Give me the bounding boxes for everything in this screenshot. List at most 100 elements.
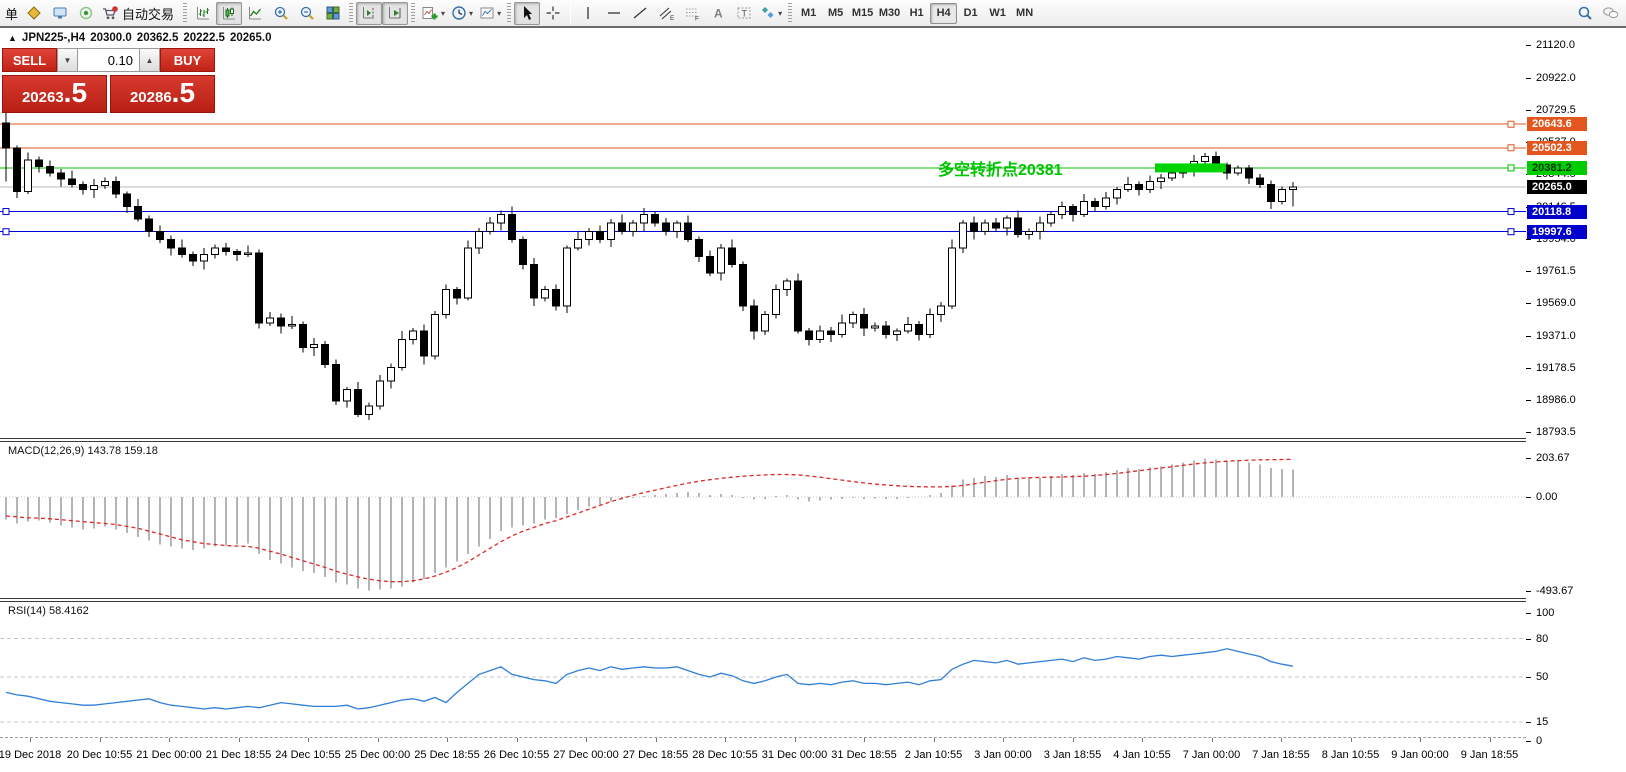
toolbar-grip[interactable] (507, 3, 512, 23)
tile-windows-button[interactable] (320, 2, 346, 25)
time-axis[interactable]: 19 Dec 2018 20 Dec 10:55 21 Dec 00:00 21 De… (0, 737, 1526, 772)
rsi-canvas[interactable] (0, 602, 1526, 737)
time-tick-label: 2 Jan 10:55 (904, 749, 963, 761)
rsi-tick-label: 0 (1536, 735, 1543, 747)
period-button[interactable]: ▾ (448, 2, 476, 25)
volume-down-button[interactable]: ▼ (57, 48, 78, 72)
gold-diamond-icon (27, 6, 41, 20)
new-order-partial-button[interactable]: 单 (5, 6, 19, 22)
candlestick-mode-button[interactable] (216, 1, 243, 25)
svg-text:A: A (714, 7, 723, 21)
buy-price-fraction: .5 (171, 77, 196, 108)
sell-button[interactable]: SELL (2, 48, 57, 72)
chat-button[interactable] (1598, 2, 1624, 25)
add-indicator-button[interactable]: ▾ (418, 2, 448, 25)
timeframe-M1[interactable]: M1 (800, 7, 817, 19)
price-tick-label: 19569.0 (1536, 297, 1576, 309)
line-chart-icon (249, 7, 262, 20)
line-chart-mode-button[interactable] (242, 2, 268, 25)
search-button[interactable] (1572, 2, 1598, 25)
zoom-in-icon (274, 6, 288, 20)
price-tick-label: 20729.5 (1536, 103, 1576, 116)
bar-chart-mode-button[interactable] (190, 2, 216, 25)
time-tick-mark (1142, 738, 1143, 742)
timeframe-M5[interactable]: M5 (827, 7, 844, 19)
horizontal-line-tool-button[interactable] (601, 2, 627, 25)
svg-text:E: E (670, 15, 675, 21)
timeframe-M30[interactable]: M30 (878, 7, 901, 19)
zoom-out-button[interactable] (294, 2, 320, 25)
timeframe-H4[interactable]: H4 (930, 2, 958, 24)
fibonacci-tool-button[interactable]: F (679, 2, 705, 25)
text-label-tool-button[interactable]: T (731, 2, 757, 25)
time-tick-mark (447, 738, 448, 742)
tile-windows-icon (326, 6, 340, 20)
pane-separator[interactable] (0, 438, 1526, 442)
quotes-button[interactable] (21, 2, 47, 25)
auto-trading-button[interactable]: 自动交易 (99, 2, 180, 25)
time-tick-label: 31 Dec 00:00 (761, 749, 828, 761)
timeframe-M15[interactable]: M15 (851, 7, 874, 19)
time-tick-label: 3 Jan 00:00 (974, 749, 1032, 761)
price-chart-canvas[interactable] (0, 28, 1526, 438)
price-tag: 20381.2 (1527, 160, 1587, 175)
auto-scroll-icon (389, 7, 401, 19)
channel-tool-button[interactable]: E (653, 2, 679, 25)
text-label-icon: T (737, 7, 751, 19)
time-tick-label: 21 Dec 18:55 (205, 749, 272, 761)
buy-button[interactable]: BUY (160, 48, 215, 72)
timeframe-H1[interactable]: H1 (909, 7, 924, 19)
chart-shift-button[interactable] (356, 1, 383, 25)
timeframe-MN[interactable]: MN (1016, 7, 1034, 19)
price-tick-label: 19178.5 (1536, 361, 1576, 374)
axis-tick-mark (1526, 432, 1531, 433)
price-tag: 20643.6 (1527, 117, 1587, 132)
trendline-icon (633, 7, 647, 19)
clock-icon (452, 6, 466, 20)
crosshair-icon (546, 6, 560, 20)
volume-up-button[interactable]: ▲ (139, 48, 160, 72)
toolbar-separator (570, 2, 572, 24)
buy-price-box[interactable]: 20286.5 (110, 75, 215, 113)
axis-tick-mark (1526, 613, 1531, 614)
shapes-tool-button[interactable]: ▾ (757, 2, 785, 25)
chart-annotation-text[interactable]: 多空转折点20381 (938, 162, 1063, 179)
toolbar-grip[interactable] (411, 3, 416, 23)
trade-panel-toggle-icon[interactable]: ▲ (8, 33, 17, 43)
zoom-in-button[interactable] (268, 2, 294, 25)
volume-input[interactable] (78, 48, 139, 72)
sell-price-box[interactable]: 20263.5 (2, 75, 107, 113)
timeframe-D1[interactable]: D1 (963, 7, 978, 19)
crosshair-button[interactable] (540, 2, 566, 25)
trendline-tool-button[interactable] (627, 2, 653, 25)
toolbar-grip[interactable] (183, 3, 188, 23)
time-tick-label: 27 Dec 00:00 (553, 749, 619, 761)
market-watch-button[interactable] (47, 2, 73, 25)
axis-tick-mark (1526, 399, 1531, 401)
macd-canvas[interactable] (0, 442, 1526, 598)
time-tick-mark (1489, 738, 1491, 742)
text-tool-button[interactable]: A (705, 2, 731, 25)
price-tick-label: 18793.5 (1536, 426, 1576, 438)
pane-separator[interactable] (0, 598, 1526, 602)
axis-tick-mark (1526, 45, 1531, 46)
signals-button[interactable] (73, 2, 99, 25)
axis-tick-mark (1526, 458, 1531, 459)
time-tick-mark (308, 738, 309, 742)
price-tick-label: 19371.0 (1536, 329, 1576, 342)
quote-high: 20362.5 (136, 32, 179, 44)
auto-scroll-button[interactable] (382, 1, 409, 25)
sell-price-fraction: .5 (63, 77, 88, 108)
equidistant-channel-icon: E (659, 7, 675, 21)
time-tick-mark (516, 738, 518, 742)
template-button[interactable]: ▾ (476, 2, 504, 25)
macd-tick-label: 0.00 (1536, 490, 1558, 503)
toolbar-grip[interactable] (788, 3, 793, 23)
toolbar-grip[interactable] (349, 3, 354, 23)
time-tick-label: 9 Jan 18:55 (1460, 749, 1519, 761)
dropdown-arrow-icon: ▾ (441, 8, 446, 18)
timeframe-W1[interactable]: W1 (989, 7, 1006, 19)
cursor-button[interactable] (514, 1, 541, 25)
vertical-line-tool-button[interactable] (575, 2, 601, 25)
price-axis[interactable]: 21120.020922.020729.520537.020344.520146… (1526, 28, 1626, 772)
